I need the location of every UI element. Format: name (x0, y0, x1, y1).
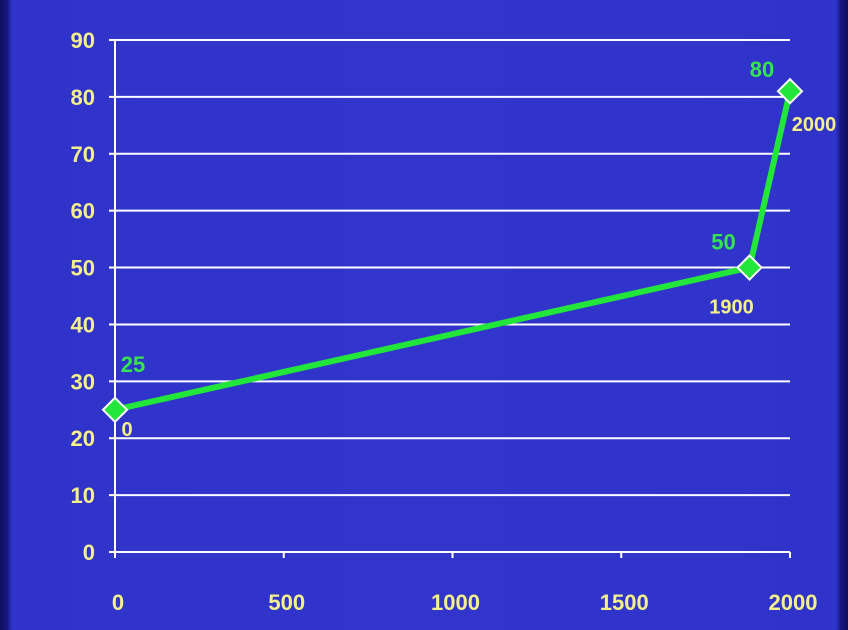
data-markers (101, 77, 804, 424)
series-line-0 (112, 88, 793, 413)
x-tick-label-2000: 2000 (769, 590, 818, 615)
y-tick-label-50: 50 (71, 256, 95, 281)
y-tick-label-40: 40 (71, 312, 95, 337)
x-value-label-1: 1900 (709, 297, 754, 319)
y-tick-label-30: 30 (71, 369, 95, 394)
x-tick-label-1500: 1500 (600, 590, 649, 615)
axes (109, 39, 791, 558)
value-label-0: 25 (121, 352, 145, 377)
marker-1 (736, 254, 763, 281)
y-tick-label-20: 20 (71, 426, 95, 451)
x-value-label-0: 0 (121, 419, 132, 441)
y-tick-label-90: 90 (71, 28, 95, 53)
y-tick-label-60: 60 (71, 199, 95, 224)
value-label-1: 50 (711, 230, 735, 255)
x-tick-label-1000: 1000 (431, 590, 480, 615)
y-tick-label-80: 80 (71, 85, 95, 110)
x-tick-label-0: 0 (112, 590, 124, 615)
y-tick-labels: 0 10 20 30 40 50 60 70 80 90 (71, 28, 95, 565)
y-tick-label-0: 0 (83, 540, 95, 565)
x-value-label-2: 2000 (792, 114, 837, 136)
value-label-2: 80 (750, 57, 774, 82)
data-labels: 25 0 50 1900 80 2000 (121, 57, 836, 441)
series-line (112, 88, 793, 413)
y-tick-label-70: 70 (71, 142, 95, 167)
gridlines (115, 39, 790, 497)
x-tick-labels: 0 500 1000 1500 2000 (112, 590, 818, 615)
marker-2 (776, 77, 804, 105)
marker-0 (101, 396, 129, 424)
x-tick-label-500: 500 (268, 590, 305, 615)
y-tick-label-10: 10 (71, 483, 95, 508)
